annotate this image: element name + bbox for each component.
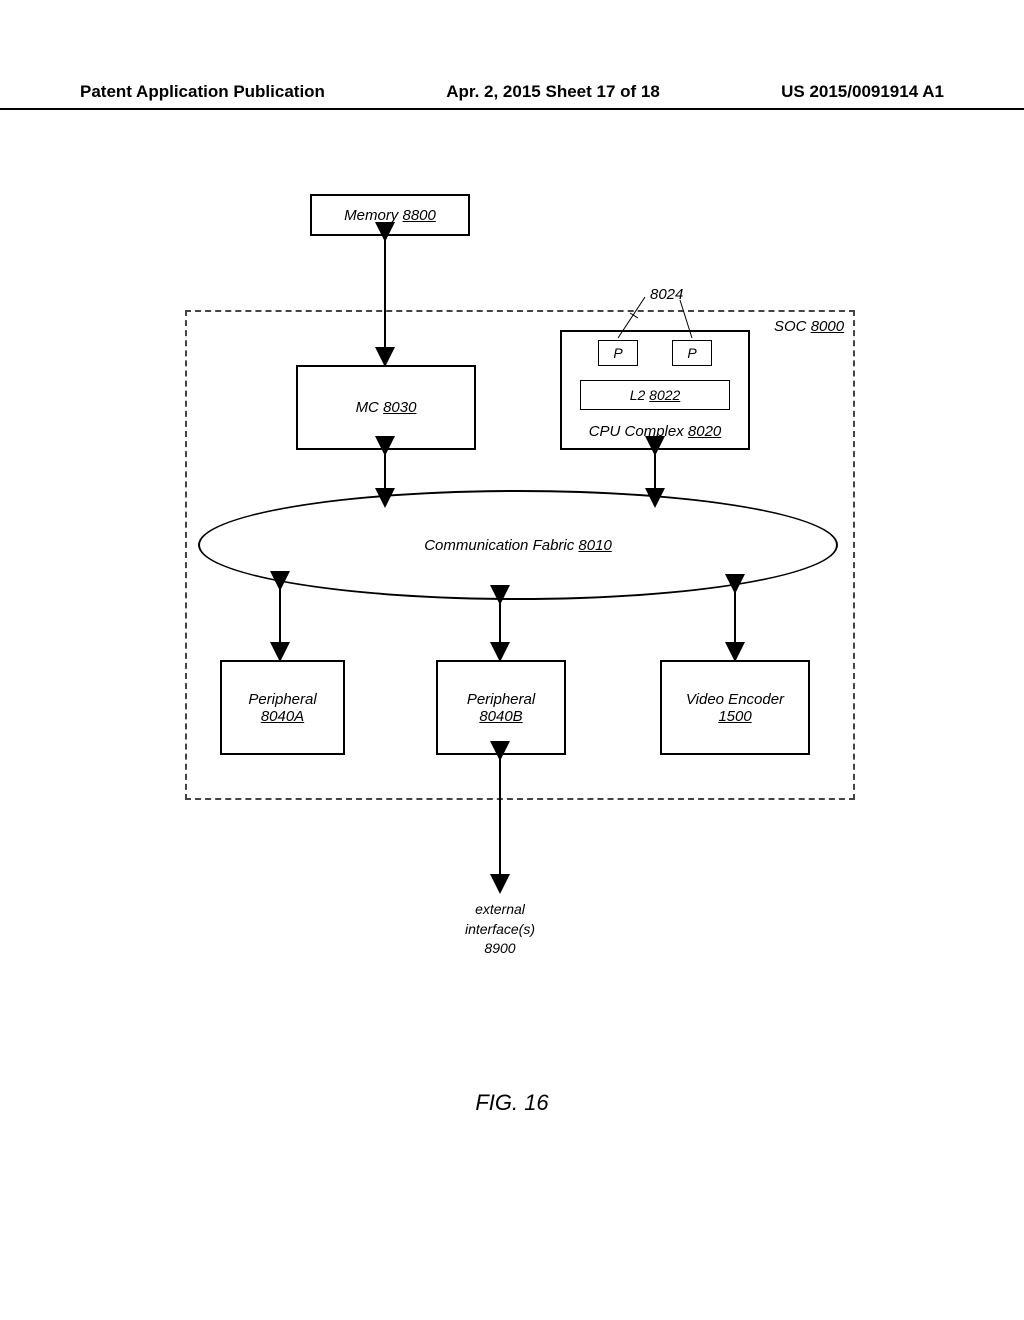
figure-label: FIG. 16: [0, 1090, 1024, 1116]
peripheral-b-box: Peripheral 8040B: [436, 660, 566, 755]
header-right: US 2015/0091914 A1: [781, 82, 944, 102]
fabric-ellipse: Communication Fabric 8010: [198, 490, 838, 600]
p1-box: P: [598, 340, 638, 366]
mc-box: MC 8030: [296, 365, 476, 450]
fabric-label: Communication Fabric 8010: [424, 537, 612, 554]
video-encoder-box: Video Encoder 1500: [660, 660, 810, 755]
header-left: Patent Application Publication: [80, 82, 325, 102]
header-center: Apr. 2, 2015 Sheet 17 of 18: [446, 82, 660, 102]
memory-box: Memory 8800: [310, 194, 470, 236]
soc-label: SOC 8000: [774, 318, 844, 335]
l2-label: L2 8022: [630, 387, 681, 403]
diagram: Memory 8800 SOC 8000 MC 8030 CPU Complex…: [180, 190, 860, 950]
mc-label: MC 8030: [356, 399, 417, 416]
ref-8024: 8024: [650, 286, 683, 303]
memory-label: Memory 8800: [344, 207, 436, 224]
l2-box: L2 8022: [580, 380, 730, 410]
peripheral-a-box: Peripheral 8040A: [220, 660, 345, 755]
cpu-label: CPU Complex 8020: [589, 423, 722, 440]
page-header: Patent Application Publication Apr. 2, 2…: [0, 82, 1024, 110]
p2-box: P: [672, 340, 712, 366]
external-label: external interface(s) 8900: [445, 900, 555, 959]
